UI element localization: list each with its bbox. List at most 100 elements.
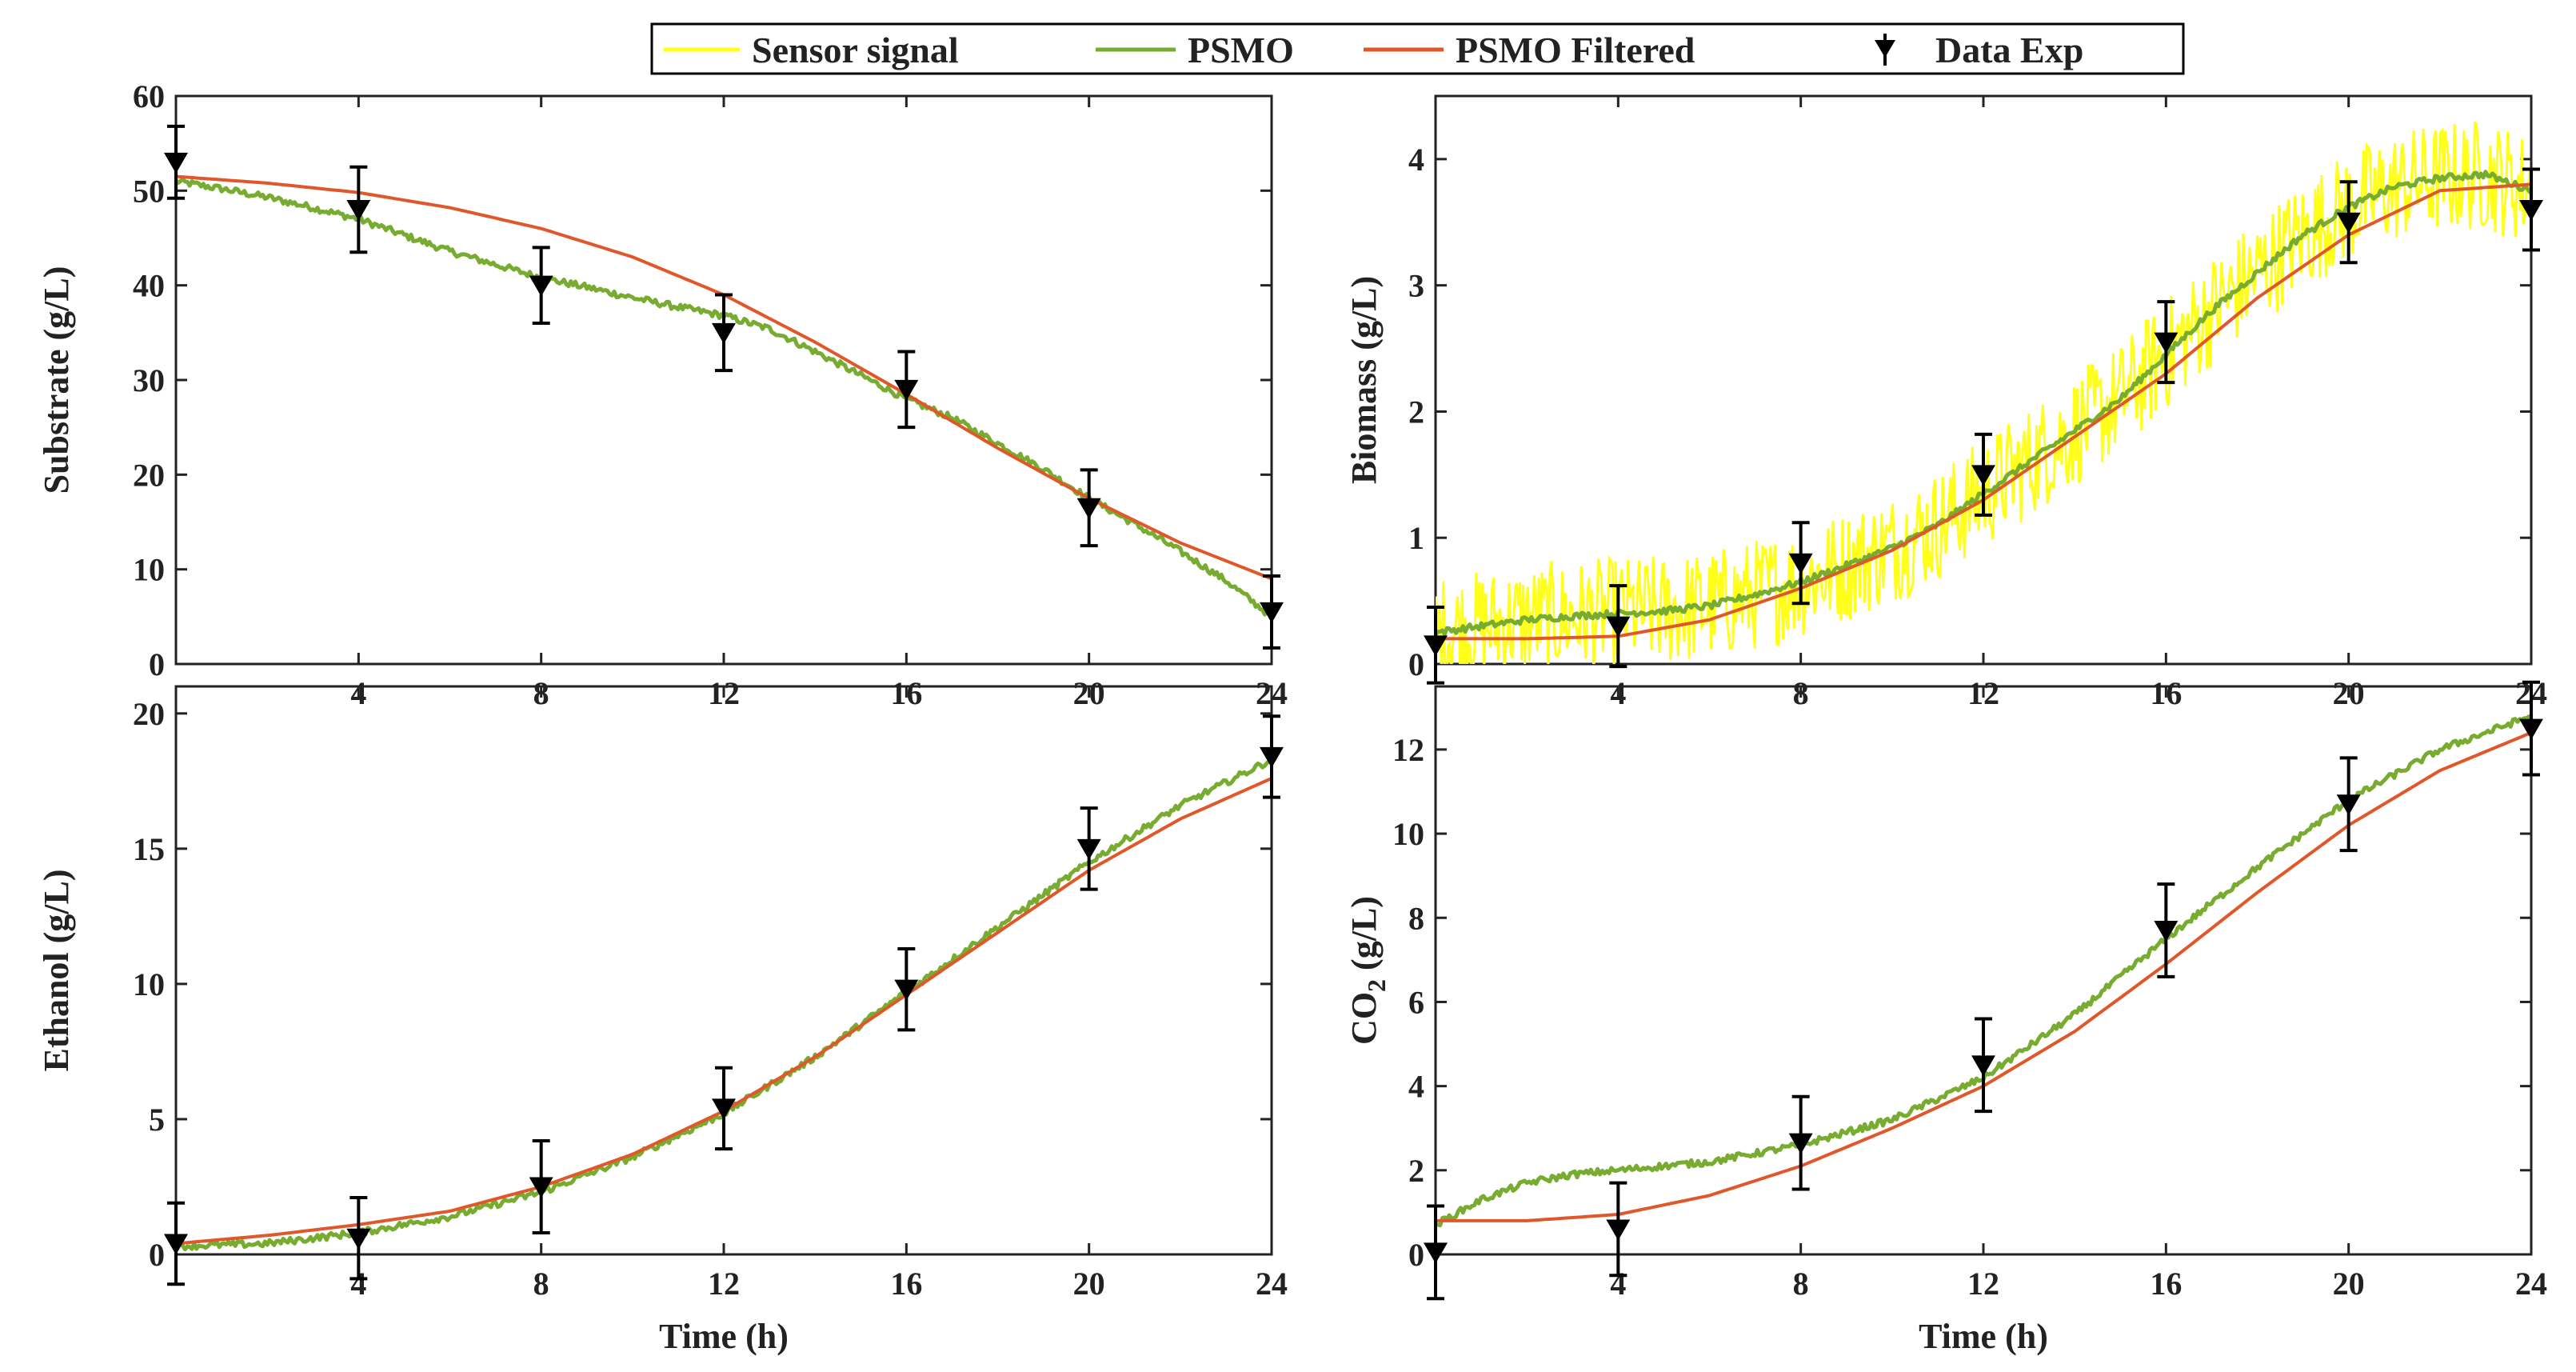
data-exp-point-co2-0	[1424, 1204, 1448, 1301]
ytick-label-substrate-10: 10	[133, 552, 165, 588]
axes-box-substrate	[174, 94, 1273, 666]
data-exp-point-ethanol-24	[1260, 714, 1284, 799]
data-exp-point-biomass-8	[1788, 521, 1813, 606]
marker-biomass-24	[2519, 200, 2543, 221]
series-psmo-filtered-co2	[1436, 731, 2531, 1222]
marker-co2-16	[2154, 921, 2179, 942]
marker-substrate-24	[1260, 602, 1284, 623]
ytick-label-ethanol-10: 10	[133, 966, 165, 1002]
data-exp-point-co2-16	[2154, 882, 2179, 978]
xtick-label-ethanol-4: 4	[350, 1266, 366, 1302]
legend-entry-data-exp: Data Exp	[1875, 30, 2083, 70]
xlabel-ethanol: Time (h)	[659, 1317, 789, 1356]
marker-ethanol-4	[346, 1228, 371, 1250]
ytick-label-co2-12: 12	[1392, 732, 1424, 768]
xtick-label-co2-8: 8	[1793, 1266, 1809, 1302]
ytick-label-co2-2: 2	[1408, 1153, 1424, 1189]
plot-area-ethanol	[176, 755, 1272, 1252]
ytick-label-substrate-50: 50	[133, 173, 165, 209]
ytick-label-co2-6: 6	[1408, 984, 1424, 1020]
marker-biomass-12	[1971, 465, 1995, 486]
ytick-label-substrate-60: 60	[133, 78, 165, 114]
data-exp-point-biomass-4	[1606, 584, 1631, 669]
marker-substrate-8	[529, 275, 553, 297]
marker-biomass-4	[1606, 616, 1631, 638]
marker-substrate-16	[894, 379, 919, 401]
marker-biomass-16	[2154, 332, 2179, 354]
plot-area-substrate	[176, 174, 1272, 617]
data-exp-point-substrate-12	[712, 293, 736, 373]
marker-substrate-12	[712, 322, 736, 344]
xtick-label-ethanol-8: 8	[533, 1266, 549, 1302]
legend-swatch-data-exp-marker	[1875, 40, 1895, 58]
ytick-label-biomass-2: 2	[1408, 394, 1424, 430]
legend-label-psmo: PSMO	[1188, 30, 1294, 70]
xlabel-co2: Time (h)	[1919, 1317, 2048, 1356]
data-exp-point-ethanol-12	[712, 1066, 736, 1151]
ytick-label-ethanol-20: 20	[133, 696, 165, 732]
axes-box-co2	[1434, 685, 2533, 1256]
ylabel-ethanol: Ethanol (g/L)	[37, 869, 76, 1071]
legend-entry-psmo: PSMO	[1096, 30, 1294, 70]
marker-substrate-4	[346, 200, 371, 221]
xtick-label-co2-16: 16	[2150, 1266, 2182, 1302]
marker-biomass-0	[1424, 635, 1448, 657]
marker-co2-8	[1788, 1133, 1813, 1154]
ytick-label-biomass-3: 3	[1408, 268, 1424, 304]
ytick-label-substrate-20: 20	[133, 457, 165, 493]
ytick-label-ethanol-15: 15	[133, 831, 165, 867]
panel-substrate: Substrate (g/L) 48121620240102030405060	[37, 78, 1288, 711]
ytick-label-biomass-0: 0	[1408, 646, 1424, 682]
ylabel-co2: CO2 (g/L)	[1344, 896, 1391, 1045]
marker-substrate-0	[164, 152, 188, 174]
ylabel-biomass: Biomass (g/L)	[1344, 276, 1384, 484]
ytick-label-biomass-1: 1	[1408, 520, 1424, 556]
data-exp-point-ethanol-16	[894, 946, 919, 1032]
plot-area-biomass	[1436, 121, 2531, 664]
xtick-label-ethanol-12: 12	[708, 1266, 740, 1302]
legend: Sensor signal PSMO PSMO Filtered Data Ex…	[650, 22, 2185, 75]
marker-ethanol-0	[164, 1234, 188, 1255]
data-exp-point-substrate-0	[164, 124, 188, 200]
series-sensor-signal-biomass	[1436, 121, 2531, 664]
xtick-label-ethanol-16: 16	[890, 1266, 922, 1302]
xtick-label-ethanol-24: 24	[1256, 1266, 1288, 1302]
plot-area-co2	[1436, 714, 2531, 1228]
xtick-label-co2-12: 12	[1967, 1266, 1999, 1302]
data-exp-point-substrate-4	[346, 165, 371, 254]
marker-ethanol-24	[1260, 746, 1284, 768]
data-exp-point-co2-4	[1606, 1181, 1631, 1278]
legend-label-sensor-signal: Sensor signal	[752, 30, 959, 70]
data-exp-point-ethanol-20	[1076, 806, 1101, 891]
xtick-label-co2-24: 24	[2515, 1266, 2547, 1302]
data-exp-point-co2-24	[2519, 680, 2543, 777]
xtick-label-ethanol-20: 20	[1073, 1266, 1105, 1302]
data-exp-point-co2-12	[1971, 1017, 1995, 1114]
ytick-label-substrate-40: 40	[133, 268, 165, 304]
data-exp-point-biomass-0	[1424, 606, 1448, 685]
data-exp-point-substrate-20	[1076, 468, 1101, 548]
ytick-label-substrate-30: 30	[133, 362, 165, 398]
marker-co2-4	[1606, 1219, 1631, 1241]
legend-label-data-exp: Data Exp	[1935, 30, 2083, 70]
ytick-label-substrate-0: 0	[149, 646, 165, 682]
ytick-label-co2-4: 4	[1408, 1069, 1424, 1105]
data-exp-point-biomass-16	[2154, 300, 2179, 385]
data-exp-point-substrate-24	[1260, 574, 1284, 650]
marker-co2-24	[2519, 718, 2543, 740]
marker-co2-12	[1971, 1055, 1995, 1077]
data-exp-point-co2-20	[2336, 756, 2361, 853]
data-exp-point-substrate-16	[894, 350, 919, 430]
legend-label-psmo-filtered: PSMO Filtered	[1456, 30, 1695, 70]
ylabel-substrate: Substrate (g/L)	[37, 266, 76, 494]
marker-ethanol-8	[529, 1177, 553, 1198]
marker-ethanol-12	[712, 1098, 736, 1120]
ytick-label-ethanol-5: 5	[149, 1102, 165, 1138]
data-exp-point-substrate-8	[529, 246, 553, 325]
legend-entry-sensor-signal: Sensor signal	[664, 30, 959, 70]
marker-co2-20	[2336, 794, 2361, 816]
series-psmo-ethanol	[176, 755, 1272, 1252]
panel-ethanol: Ethanol (g/L) Time (h) 4 8 12 16 20 24 0 5 10 15 2…	[37, 685, 1288, 1356]
